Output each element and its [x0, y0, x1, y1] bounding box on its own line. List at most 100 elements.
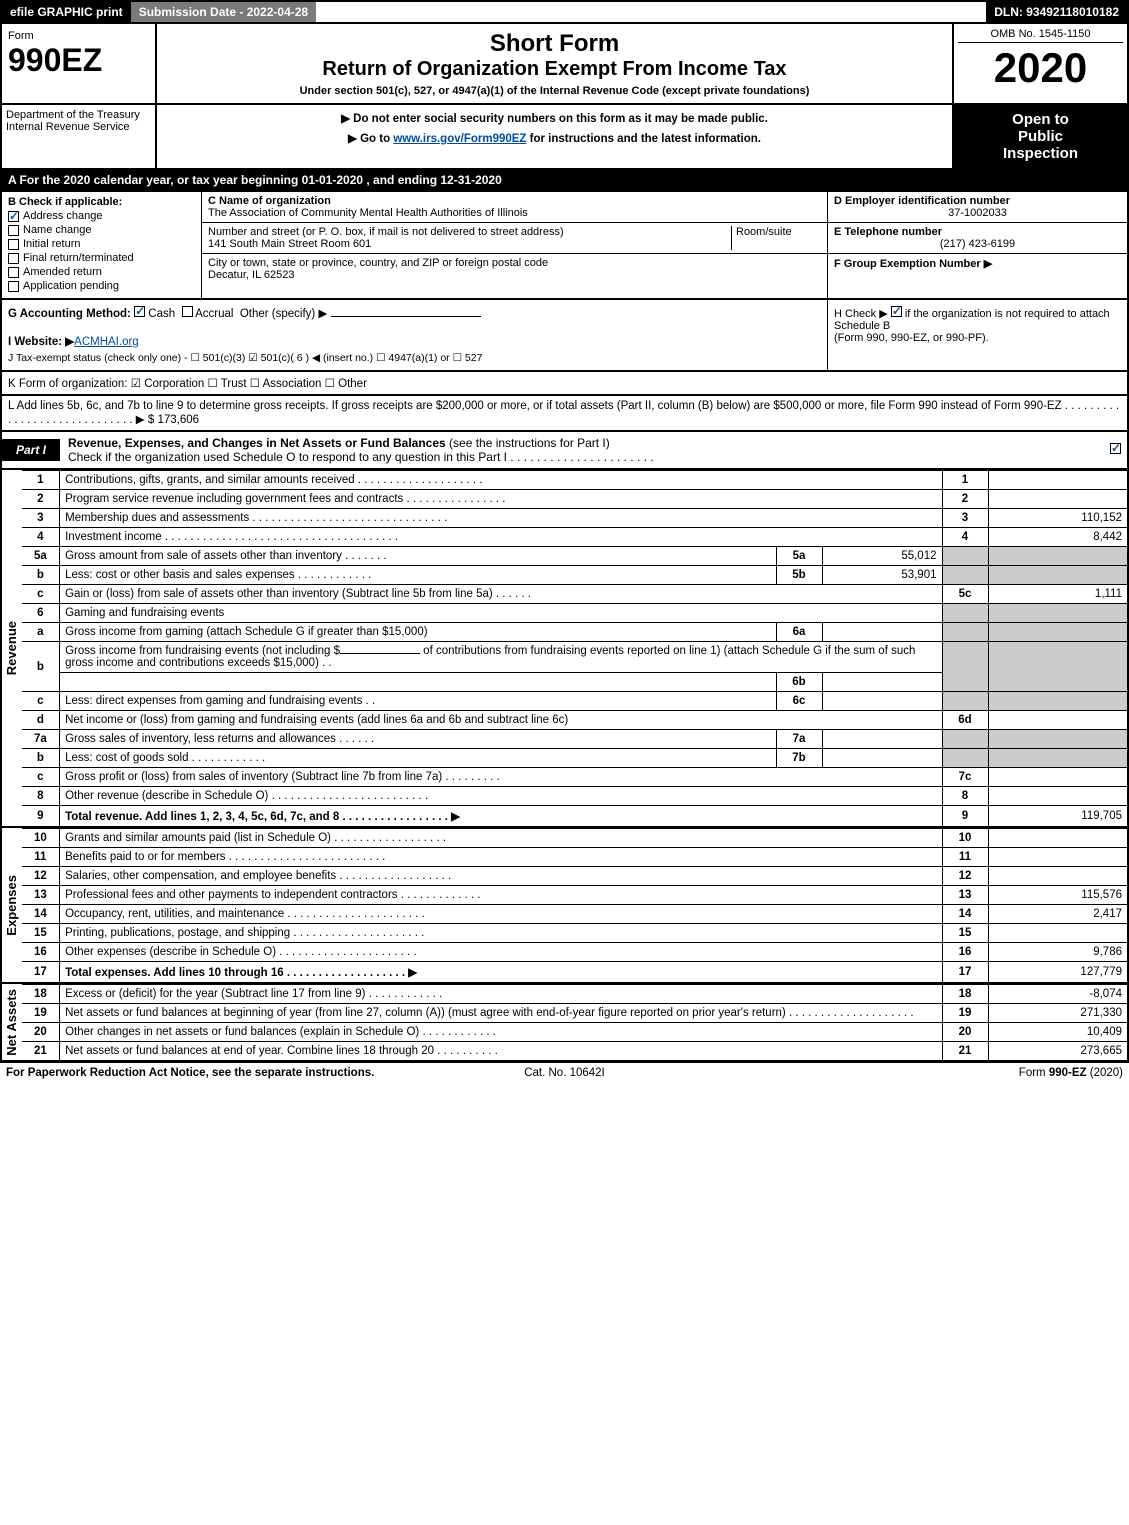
table-row: bLess: cost or other basis and sales exp… [22, 566, 1128, 585]
row-g-h: G Accounting Method: Cash Accrual Other … [0, 300, 1129, 372]
sub-no: 5a [776, 547, 822, 566]
sub-val [822, 749, 942, 768]
line-no: a [22, 623, 60, 642]
table-row: bLess: cost of goods sold . . . . . . . … [22, 749, 1128, 768]
other-underline [331, 316, 481, 317]
goto-link[interactable]: www.irs.gov/Form990EZ [393, 133, 526, 145]
row-h: H Check ▶ if the organization is not req… [827, 300, 1127, 370]
checkbox-icon[interactable] [891, 306, 902, 317]
line-val: 273,665 [988, 1042, 1128, 1062]
line-desc: Printing, publications, postage, and shi… [60, 924, 942, 943]
table-row: cLess: direct expenses from gaming and f… [22, 692, 1128, 711]
addr-row: Number and street (or P. O. box, if mail… [202, 223, 827, 254]
line-no: c [22, 768, 60, 787]
line-val [988, 867, 1128, 886]
form-id-box: Form 990EZ [2, 24, 157, 103]
line-val: 2,417 [988, 905, 1128, 924]
shaded-cell [942, 642, 988, 692]
checkbox-icon[interactable] [8, 225, 19, 236]
table-row: 8Other revenue (describe in Schedule O) … [22, 787, 1128, 806]
omb-number: OMB No. 1545-1150 [958, 28, 1123, 43]
page-footer: For Paperwork Reduction Act Notice, see … [0, 1062, 1129, 1083]
line-no: c [22, 692, 60, 711]
table-row: 5aGross amount from sale of assets other… [22, 547, 1128, 566]
checkbox-icon[interactable] [182, 306, 193, 317]
website-link[interactable]: ACMHAI.org [74, 336, 139, 348]
shaded-cell [942, 730, 988, 749]
line-val: 9,786 [988, 943, 1128, 962]
line-no: 5a [22, 547, 60, 566]
line-desc: Net assets or fund balances at end of ye… [60, 1042, 942, 1062]
city-label: City or town, state or province, country… [208, 257, 821, 269]
table-row: 21Net assets or fund balances at end of … [22, 1042, 1128, 1062]
line-desc: Salaries, other compensation, and employ… [60, 867, 942, 886]
line-no: b [22, 566, 60, 585]
line-numcol: 17 [942, 962, 988, 984]
city: Decatur, IL 62523 [208, 269, 821, 281]
checkbox-icon[interactable] [8, 281, 19, 292]
line-numcol: 10 [942, 829, 988, 848]
line-numcol: 5c [942, 585, 988, 604]
org-name-row: C Name of organization The Association o… [202, 192, 827, 223]
cb-label: Name change [23, 224, 92, 236]
checkbox-icon[interactable] [134, 306, 145, 317]
line-numcol: 3 [942, 509, 988, 528]
inspection: Inspection [960, 145, 1121, 162]
fr-post: (2020) [1087, 1067, 1123, 1079]
table-row: 2Program service revenue including gover… [22, 490, 1128, 509]
org-name-label: C Name of organization [208, 195, 821, 207]
irs-label: Internal Revenue Service [6, 121, 151, 133]
under-section: Under section 501(c), 527, or 4947(a)(1)… [163, 85, 946, 97]
checkbox-icon[interactable] [1110, 443, 1121, 454]
shaded-cell [942, 566, 988, 585]
line-val [988, 471, 1128, 490]
part-title: Revenue, Expenses, and Changes in Net As… [68, 436, 446, 450]
sub-val [822, 692, 942, 711]
line-no: 21 [22, 1042, 60, 1062]
phone-label: E Telephone number [834, 226, 1121, 238]
table-row: 13Professional fees and other payments t… [22, 886, 1128, 905]
ein-label: D Employer identification number [834, 195, 1121, 207]
table-row: 18Excess or (deficit) for the year (Subt… [22, 985, 1128, 1004]
line-numcol: 14 [942, 905, 988, 924]
line-val: 8,442 [988, 528, 1128, 547]
table-row: dNet income or (loss) from gaming and fu… [22, 711, 1128, 730]
shaded-cell [988, 692, 1128, 711]
cb-label: Initial return [23, 238, 80, 250]
checkbox-icon[interactable] [8, 239, 19, 250]
part-subtitle: (see the instructions for Part I) [446, 436, 610, 450]
line-desc: Excess or (deficit) for the year (Subtra… [60, 985, 942, 1004]
line-no: 11 [22, 848, 60, 867]
blank-underline [340, 653, 420, 654]
bold-desc: Total expenses. Add lines 10 through 16 … [65, 967, 417, 979]
spacer [316, 2, 986, 22]
line-val: 271,330 [988, 1004, 1128, 1023]
shaded-cell [942, 604, 988, 623]
line-numcol: 13 [942, 886, 988, 905]
checkbox-icon[interactable] [8, 267, 19, 278]
cb-initial-return: Initial return [8, 238, 195, 250]
table-row: 4Investment income . . . . . . . . . . .… [22, 528, 1128, 547]
line-no: d [22, 711, 60, 730]
section-d-e-f: D Employer identification number 37-1002… [827, 192, 1127, 298]
line-no: 8 [22, 787, 60, 806]
line-no: 12 [22, 867, 60, 886]
open-public-box: Open to Public Inspection [952, 105, 1127, 168]
line-val: 110,152 [988, 509, 1128, 528]
shaded-cell [988, 749, 1128, 768]
line-numcol: 7c [942, 768, 988, 787]
checkbox-icon[interactable] [8, 211, 19, 222]
sub-no: 7a [776, 730, 822, 749]
line-val: 127,779 [988, 962, 1128, 984]
checkbox-icon[interactable] [8, 253, 19, 264]
line-numcol: 9 [942, 806, 988, 828]
line-desc: Grants and similar amounts paid (list in… [60, 829, 942, 848]
line-desc: Benefits paid to or for members . . . . … [60, 848, 942, 867]
table-row: 7aGross sales of inventory, less returns… [22, 730, 1128, 749]
form-word: Form [8, 30, 149, 42]
line-desc: Program service revenue including govern… [60, 490, 942, 509]
table-row: cGross profit or (loss) from sales of in… [22, 768, 1128, 787]
line-val: 119,705 [988, 806, 1128, 828]
form-header: Form 990EZ Short Form Return of Organiza… [0, 24, 1129, 105]
submission-date: Submission Date - 2022-04-28 [131, 2, 316, 22]
